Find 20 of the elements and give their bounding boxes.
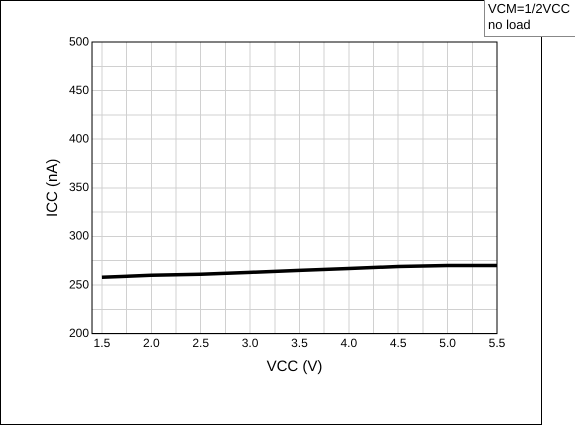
text: 4.0 (340, 336, 358, 350)
y-axis-title: ICC (nA) (44, 158, 62, 217)
y-tick-label: 500 (68, 34, 90, 48)
y-tick-label: 250 (68, 277, 90, 292)
y-tick-label: 450 (68, 82, 90, 97)
x-tick-label: 2.5 (192, 336, 210, 350)
text: VCM=1/2VCC (488, 1, 570, 16)
x-tick-label: 3.5 (291, 336, 308, 350)
x-tick-label: 1.5 (94, 336, 111, 350)
y-tick-label: 300 (68, 228, 90, 243)
text: 5.0 (439, 336, 456, 350)
text: no load (488, 17, 531, 32)
y-tick-label: 200 (68, 326, 90, 340)
x-tick-label: 4.5 (390, 336, 407, 350)
x-axis-title: VCC (V) (266, 358, 322, 376)
text: 3.0 (242, 336, 258, 350)
y-tick-label: 400 (68, 132, 90, 146)
x-tick-label: 5.5 (488, 336, 506, 350)
y-tick-label: 350 (68, 180, 90, 194)
text: 2.0 (142, 336, 160, 350)
